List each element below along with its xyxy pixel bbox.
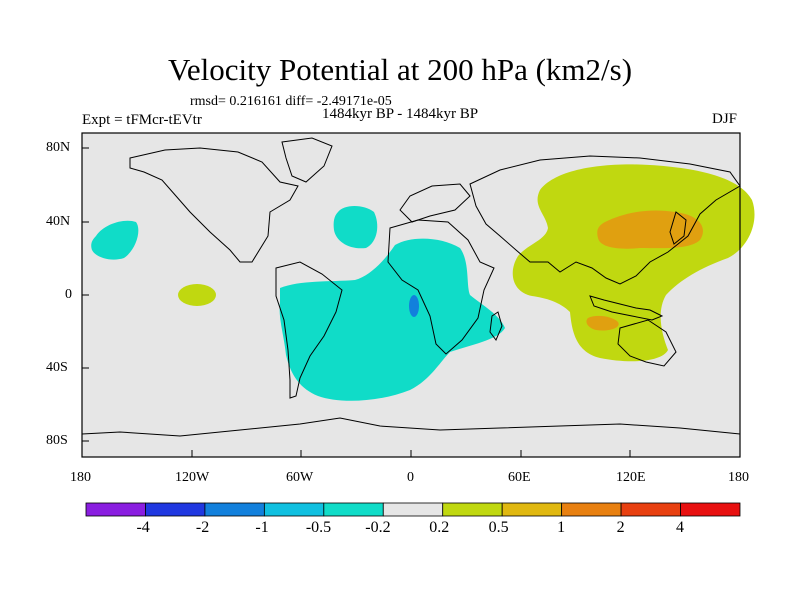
colorbar-box [442,502,503,517]
lon-label-60w: 60W [286,470,314,485]
colorbar-box [204,502,265,517]
lon-label-120e: 120E [616,470,646,485]
colorbar-box [501,502,563,517]
coast-south-america [275,261,343,399]
map-title: Velocity Potential at 200 hPa (km2/s) [167,52,633,87]
lon-label-0: 0 [407,470,414,485]
colorbar-box [561,502,622,517]
colorbar-box [263,502,325,517]
colorbar-label: 2 [616,519,625,536]
period-label: 1484kyr BP - 1484kyr BP [322,106,479,122]
coast-asia [469,155,741,285]
positive-region-asia [512,164,755,362]
coast-antarctica [81,417,741,437]
colorbar-box [382,502,444,517]
coast-north-america [129,147,299,263]
lon-label-120w: 120W [175,470,210,485]
colorbar-box [145,502,206,517]
colorbar-label: -0.2 [365,519,391,536]
coast-japan [669,211,687,245]
lon-label-180w: 180 [70,470,91,485]
axis-ticks [81,147,741,457]
lon-label-60e: 60E [508,470,531,485]
colorbar-label: 0.5 [488,519,509,536]
stats-line: rmsd= 0.216161 diff= -2.49171e-05 [190,94,392,109]
coast-australia [617,319,677,367]
positive-core-indonesia [586,315,619,331]
coast-indonesia [589,295,664,321]
positive-core-east-asia [597,210,703,249]
coast-greenland [281,137,333,183]
coast-madagascar [489,311,503,341]
colorbar-box [85,502,146,517]
colorbar-box [680,502,741,517]
coastlines [81,137,741,437]
coast-africa [387,219,495,355]
season-label: DJF [712,111,738,127]
colorbar-label: 0.2 [429,519,450,536]
colorbar-label: 1 [557,519,566,536]
lon-label-180e: 180 [728,470,749,485]
experiment-label: Expt = tFMcr-tEVtr [82,112,202,128]
negative-region-north-pacific [91,220,139,260]
lat-label-40n: 40N [46,214,71,229]
negative-region-atlantic [279,238,505,401]
lat-label-80s: 80S [46,433,68,448]
positive-region-pacific [178,284,216,306]
lat-label-eq: 0 [65,287,72,302]
colorbar [85,502,741,517]
colorbar-box [323,502,384,517]
colorbar-label: 4 [676,519,685,536]
negative-core-atlantic [409,295,419,317]
lat-label-40s: 40S [46,360,68,375]
lat-label-80n: 80N [46,140,71,155]
colorbar-label: -1 [255,519,269,536]
colorbar-label: -2 [195,519,210,536]
colorbar-label: -4 [136,519,150,536]
field-shading [91,164,755,401]
colorbar-box [620,502,681,517]
colorbar-label: -0.5 [305,519,332,536]
negative-region-north-africa [333,206,378,249]
